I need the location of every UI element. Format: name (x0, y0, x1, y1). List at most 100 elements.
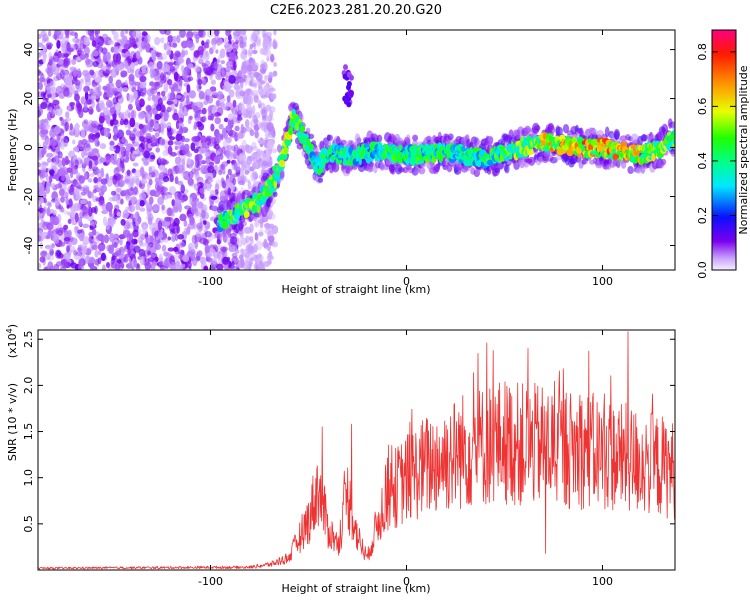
heatmap-noise-cell (75, 122, 79, 133)
heatmap-noise-cell (263, 85, 269, 92)
heatmap-noise-cell (222, 169, 226, 175)
heatmap-noise-cell (234, 125, 240, 132)
heatmap-noise-cell (176, 88, 181, 96)
heatmap-noise-cell (179, 30, 186, 38)
heatmap-noise-cell (59, 167, 65, 176)
heatmap-noise-cell (205, 145, 210, 154)
heatmap-noise-cell (51, 61, 57, 69)
heatmap-noise-cell (77, 219, 82, 227)
heatmap-noise-cell (73, 251, 82, 260)
heatmap-noise-cell (157, 231, 164, 239)
heatmap-noise-cell (225, 151, 231, 159)
heatmap-noise-cell (131, 80, 137, 90)
heatmap-noise-cell (63, 87, 70, 97)
heatmap-noise-cell (269, 56, 275, 62)
heatmap-noise-cell (118, 261, 125, 270)
heatmap-noise-cell (100, 252, 106, 261)
heatmap-noise-cell (146, 207, 152, 217)
heatmap-noise-cell (265, 115, 271, 121)
heatmap-noise-cell (228, 74, 236, 84)
heatmap-noise-cell (205, 137, 212, 146)
heatmap-noise-cell (157, 220, 163, 231)
heatmap-noise-cell (92, 60, 99, 68)
heatmap-noise-cell (172, 206, 179, 213)
heatmap-noise-cell (147, 257, 155, 262)
heatmap-noise-cell (92, 165, 97, 170)
heatmap-noise-cell (63, 53, 69, 58)
heatmap-noise-cell (119, 237, 123, 246)
heatmap-noise-cell (81, 149, 85, 159)
heatmap-noise-cell (247, 245, 255, 254)
heatmap-noise-cell (249, 43, 254, 50)
heatmap-noise-cell (60, 207, 65, 213)
colorbar-tick-label: 0.4 (696, 152, 709, 170)
heatmap-noise-cell (54, 30, 61, 36)
heatmap-noise-cell (131, 168, 137, 174)
heatmap-noise-cell (53, 235, 60, 244)
heatmap-noise-cell (139, 75, 147, 83)
heatmap-noise-cell (192, 135, 199, 142)
heatmap-noise-cell (154, 177, 160, 183)
heatmap-noise-cell (46, 45, 52, 50)
heatmap-noise-cell (112, 134, 118, 141)
heatmap-noise-cell (210, 205, 219, 212)
heatmap-ridge-cell (283, 146, 288, 154)
heatmap-noise-cell (39, 85, 43, 91)
heatmap-noise-cell (130, 68, 135, 74)
heatmap-noise-cell (187, 213, 194, 220)
heatmap-noise-cell (239, 90, 246, 97)
heatmap-noise-cell (69, 31, 77, 36)
heatmap-noise-cell (271, 136, 276, 144)
heatmap-noise-cell (210, 79, 216, 85)
heatmap-noise-cell (180, 184, 185, 194)
heatmap-noise-cell (38, 234, 42, 242)
heatmap-noise-cell (85, 58, 91, 65)
heatmap-y-tick-label: -40 (22, 237, 35, 255)
heatmap-noise-cell (117, 179, 125, 188)
heatmap-noise-cell (120, 30, 125, 38)
heatmap-noise-cell (231, 256, 239, 265)
heatmap-noise-cell (193, 105, 199, 113)
heatmap-noise-cell (262, 114, 267, 121)
colorbar-tick-label: 0.2 (696, 207, 709, 225)
heatmap-y-tick-label: 0 (22, 144, 35, 151)
heatmap-noise-cell (49, 174, 53, 183)
heatmap-ridge-cell (672, 129, 675, 135)
heatmap-ridge-cell (651, 152, 656, 162)
heatmap-noise-cell (127, 93, 134, 104)
heatmap-noise-cell (175, 94, 182, 99)
heatmap-noise-cell (135, 203, 141, 211)
heatmap-noise-cell (127, 249, 132, 256)
heatmap-noise-cell (124, 30, 129, 35)
heatmap-noise-cell (128, 73, 135, 82)
heatmap-noise-cell (271, 241, 278, 248)
heatmap-noise-cell (137, 236, 144, 244)
heatmap-noise-cell (203, 44, 210, 49)
heatmap-noise-cell (148, 196, 154, 205)
heatmap-blob-cell (346, 101, 352, 108)
heatmap-noise-cell (92, 92, 100, 100)
heatmap-noise-cell (174, 62, 180, 70)
heatmap-noise-cell (263, 36, 269, 46)
heatmap-noise-cell (213, 244, 218, 251)
heatmap-noise-cell (85, 30, 91, 36)
heatmap-ridge-halo (628, 167, 635, 174)
heatmap-noise-cell (66, 204, 70, 209)
heatmap-noise-cell (253, 243, 258, 253)
heatmap-noise-cell (184, 128, 188, 133)
heatmap-noise-cell (211, 258, 218, 265)
heatmap-noise-cell (77, 265, 85, 270)
heatmap-noise-cell (125, 129, 131, 136)
heatmap-noise-cell (162, 238, 169, 243)
heatmap-noise-cell (48, 52, 52, 60)
heatmap-ridge-halo (331, 162, 340, 173)
heatmap-noise-cell (38, 262, 42, 269)
heatmap-noise-cell (232, 31, 237, 37)
heatmap-noise-cell (210, 91, 218, 96)
heatmap-noise-cell (190, 205, 198, 214)
heatmap-noise-cell (60, 196, 65, 203)
heatmap-noise-cell (38, 182, 43, 187)
heatmap-ridge-cell (358, 157, 362, 166)
heatmap-noise-cell (113, 241, 118, 248)
colorbar-tick-label: 0.6 (696, 98, 709, 116)
